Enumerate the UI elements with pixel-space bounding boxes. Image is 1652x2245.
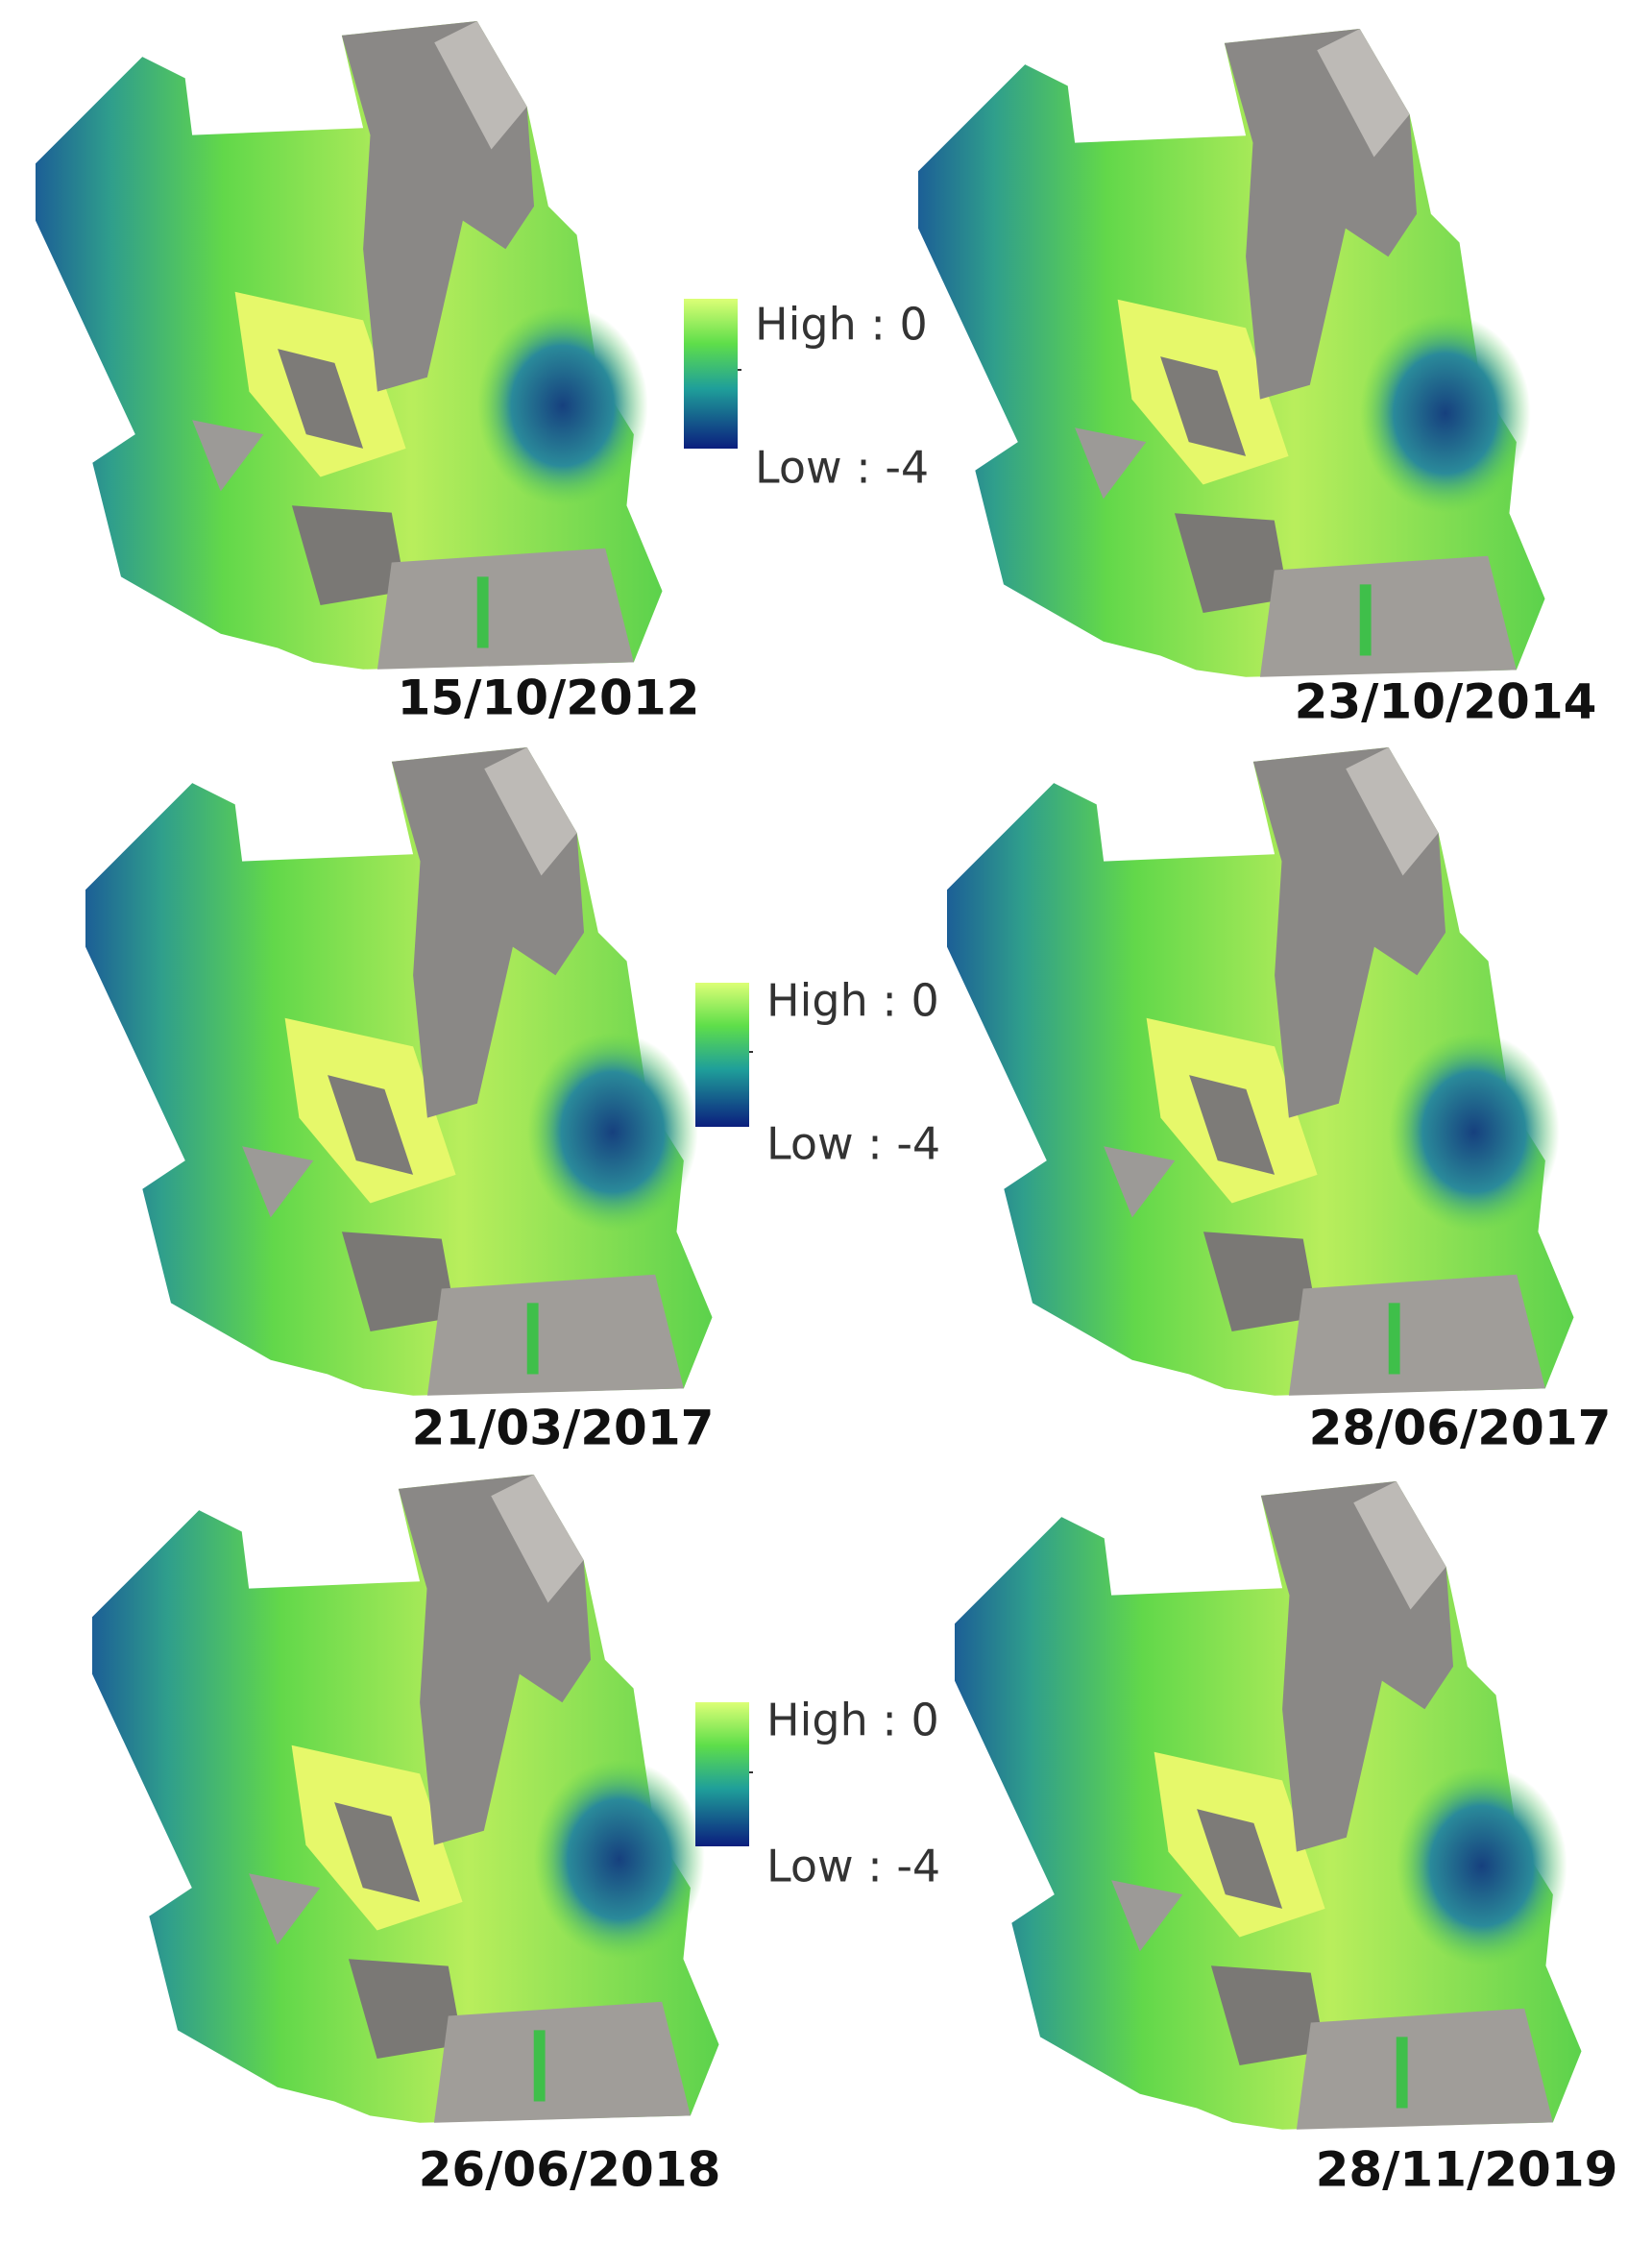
legend-color-bar xyxy=(695,1702,749,1846)
legend-high: High : 0 xyxy=(766,1695,939,1746)
map-panel xyxy=(36,21,663,670)
map-image xyxy=(85,747,713,1396)
map-panel xyxy=(85,747,713,1396)
map-panel xyxy=(955,1481,1582,2130)
legend-low: Low : -4 xyxy=(766,1118,940,1170)
panel-date: 26/06/2018 xyxy=(419,2142,721,2198)
map-panel xyxy=(947,747,1574,1396)
legend-high: High : 0 xyxy=(766,975,939,1027)
legend-color-bar xyxy=(695,983,749,1127)
panel-date: 23/10/2014 xyxy=(1295,674,1597,730)
map-panel xyxy=(918,29,1545,677)
legend-low: Low : -4 xyxy=(755,442,929,494)
map-panel xyxy=(92,1475,719,2123)
map-image xyxy=(92,1475,719,2123)
map-image xyxy=(918,29,1545,677)
legend-color-bar xyxy=(684,299,738,449)
panel-date: 28/11/2019 xyxy=(1316,2142,1618,2198)
legend-low: Low : -4 xyxy=(766,1841,940,1892)
legend: High : 0 Low : -4 xyxy=(695,1695,940,1892)
map-image xyxy=(947,747,1574,1396)
legend: High : 0 Low : -4 xyxy=(684,299,929,494)
panel-date: 15/10/2012 xyxy=(398,671,700,726)
legend-high: High : 0 xyxy=(755,299,928,351)
map-image xyxy=(36,21,663,670)
panel-date: 28/06/2017 xyxy=(1309,1401,1612,1456)
map-image xyxy=(955,1481,1582,2130)
legend: High : 0 Low : -4 xyxy=(695,975,940,1170)
panel-date: 21/03/2017 xyxy=(412,1401,715,1456)
